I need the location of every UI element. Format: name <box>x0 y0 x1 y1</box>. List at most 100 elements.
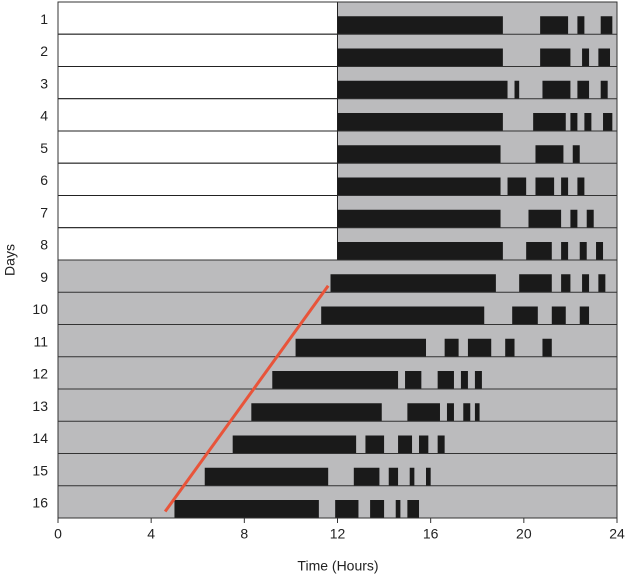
activity-bar <box>398 435 413 454</box>
day-label: 9 <box>40 269 48 285</box>
activity-bar <box>337 177 501 196</box>
day-label: 6 <box>40 172 48 188</box>
activity-bar <box>596 242 604 260</box>
day-label: 12 <box>32 366 48 382</box>
activity-bar <box>540 16 569 35</box>
x-tick-label: 20 <box>516 526 532 542</box>
activity-bar <box>437 371 454 389</box>
activity-bar <box>467 338 492 357</box>
activity-bar <box>526 242 552 260</box>
day-label: 11 <box>33 333 48 349</box>
activity-bar <box>582 274 590 293</box>
activity-bar <box>512 306 538 325</box>
activity-bar <box>321 306 485 325</box>
day-label: 2 <box>40 43 48 59</box>
light-period <box>57 195 338 229</box>
activity-bar <box>603 113 613 131</box>
activity-bar <box>577 177 585 196</box>
activity-bar <box>204 467 329 486</box>
light-period <box>57 130 338 164</box>
activity-bar <box>579 242 587 260</box>
activity-bar <box>337 80 508 99</box>
x-tick-label: 8 <box>240 526 248 542</box>
x-tick-label: 0 <box>54 526 62 542</box>
activity-bar <box>519 274 552 293</box>
activity-bar <box>577 80 590 99</box>
day-label: 1 <box>40 11 48 27</box>
day-label: 10 <box>32 301 48 317</box>
activity-bar <box>295 338 427 357</box>
activity-bar <box>542 338 552 357</box>
activity-bar <box>463 403 471 422</box>
activity-bar <box>474 371 482 389</box>
activity-bar <box>600 16 613 35</box>
activity-bar <box>507 177 527 196</box>
activity-bar <box>335 500 359 518</box>
activity-bar <box>505 338 515 357</box>
activity-bar <box>272 371 399 389</box>
activity-bar <box>577 16 585 35</box>
activity-bar <box>572 145 580 164</box>
activity-bar <box>533 113 566 131</box>
activity-bar <box>551 306 566 325</box>
activity-bar <box>370 500 385 518</box>
activity-bar <box>251 403 382 422</box>
activity-bar <box>542 80 571 99</box>
activity-bar <box>337 48 503 67</box>
day-label: 3 <box>40 75 48 91</box>
activity-bar <box>409 467 415 486</box>
x-tick-label: 12 <box>330 526 346 542</box>
activity-bar <box>446 403 454 422</box>
activity-bar <box>570 113 578 131</box>
activity-bar <box>598 48 611 67</box>
day-label: 13 <box>32 398 48 414</box>
activity-bar <box>584 113 592 131</box>
activity-bar <box>388 467 399 486</box>
activity-bar <box>561 274 571 293</box>
light-period <box>57 98 338 132</box>
activity-bar <box>514 80 520 99</box>
activity-bar <box>474 403 480 422</box>
day-label: 15 <box>32 462 48 478</box>
activity-bar <box>600 80 608 99</box>
light-period <box>57 33 338 67</box>
activity-bar <box>426 467 431 486</box>
activity-bar <box>535 177 555 196</box>
activity-bar <box>582 48 590 67</box>
activity-bar <box>337 145 501 164</box>
activity-bar <box>174 500 319 518</box>
day-label: 4 <box>40 108 48 124</box>
activity-bar <box>528 209 562 228</box>
activity-bar <box>365 435 385 454</box>
day-label: 7 <box>40 204 48 220</box>
day-label: 16 <box>32 495 48 511</box>
activity-bar <box>570 209 578 228</box>
day-label: 14 <box>32 430 48 446</box>
activity-bar <box>444 338 459 357</box>
activity-bar <box>330 274 496 293</box>
activity-bar <box>337 16 503 35</box>
x-tick-label: 4 <box>147 526 155 542</box>
activity-bar <box>460 371 468 389</box>
light-period <box>57 66 338 100</box>
x-tick-label: 16 <box>423 526 439 542</box>
activity-bar <box>337 242 503 260</box>
activity-bar <box>337 209 501 228</box>
activity-bar <box>598 274 606 293</box>
day-label: 5 <box>40 140 48 156</box>
activity-bar <box>535 145 564 164</box>
activity-bar <box>419 435 429 454</box>
activity-bar <box>232 435 357 454</box>
activity-bar <box>586 209 594 228</box>
activity-bar <box>561 242 569 260</box>
y-axis-label: Days <box>2 244 18 276</box>
activity-bar <box>405 371 422 389</box>
activity-bar <box>407 500 420 518</box>
activity-bar <box>579 306 590 325</box>
activity-bar <box>395 500 401 518</box>
light-period <box>57 1 338 35</box>
activity-bar <box>337 113 503 131</box>
activity-bar <box>353 467 380 486</box>
activity-bar <box>407 403 440 422</box>
